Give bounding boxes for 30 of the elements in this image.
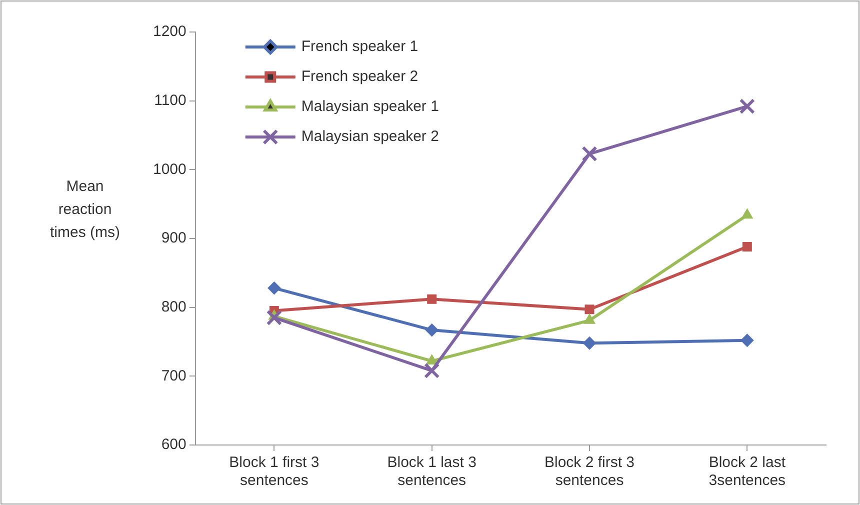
y-tick-label: 800 [161,298,186,316]
y-tick-label: 900 [161,230,186,247]
x-tick-label: Block 1 last 3 sentences [387,454,476,490]
y-tick-label: 1000 [152,160,186,178]
point [583,336,596,350]
legend-label: Malaysian speaker 2 [301,128,439,146]
point [582,146,598,162]
point [268,282,281,295]
point [425,324,438,337]
point [427,294,437,304]
legend-label: French speaker 2 [301,68,418,86]
legend-label: Malaysian speaker 1 [301,98,439,116]
point [584,314,596,324]
x-tick-label: Block 1 first 3 sentences [229,454,320,490]
point [741,208,753,219]
legend-label: French speaker 1 [301,38,418,56]
x-tick-label: Block 2 first 3 sentences [544,454,635,490]
point [584,304,594,314]
point [739,98,756,114]
y-axis-title: Mean reaction times (ms) [49,177,121,243]
y-tick-label: 1100 [154,92,186,109]
point [742,242,752,252]
point [740,334,754,347]
point [266,310,282,326]
point [424,362,440,379]
y-tick-label: 1200 [152,23,186,40]
y-tick-label: 600 [161,436,186,454]
x-tick-label: Block 2 last 3sentences [708,454,786,490]
y-tick-label: 700 [161,367,186,384]
point [426,354,438,365]
